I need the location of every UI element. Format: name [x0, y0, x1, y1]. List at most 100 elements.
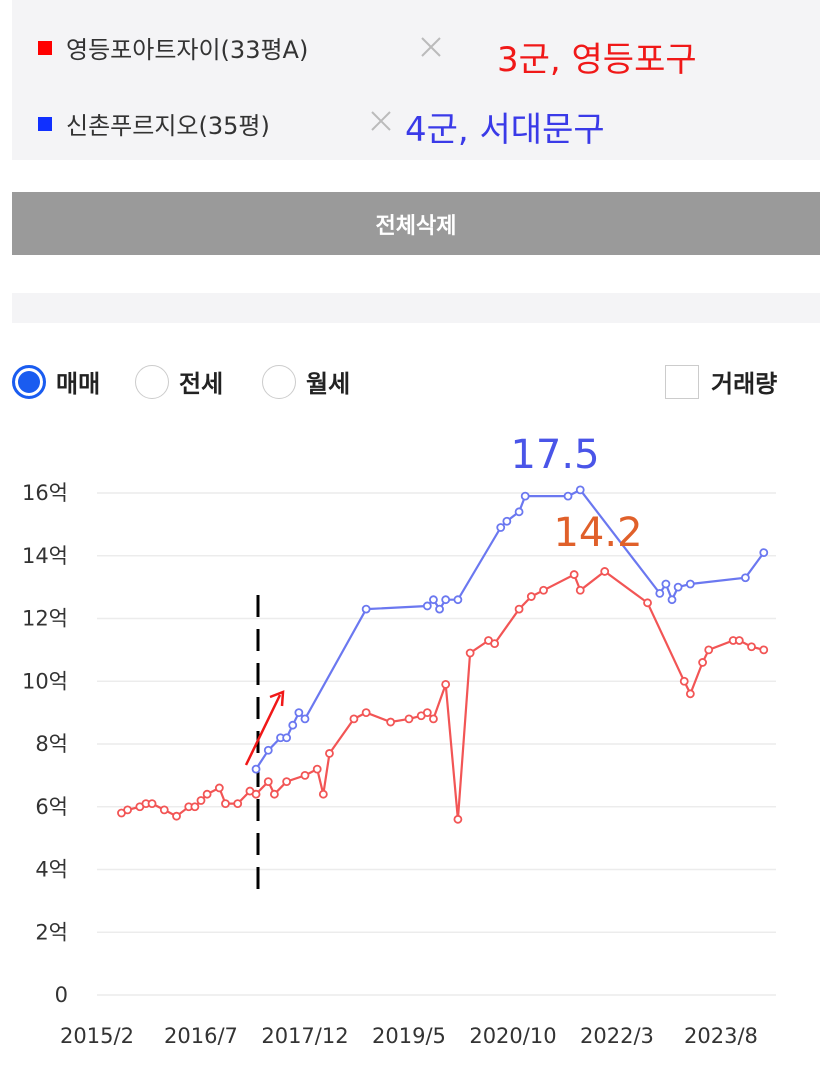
data-point	[190, 802, 200, 812]
y-tick-label: 0	[55, 983, 68, 1007]
x-tick-label: 2022/3	[580, 1024, 654, 1048]
legend-label: 신촌푸르지오(35평)	[66, 112, 270, 140]
data-point	[520, 491, 530, 501]
x-tick-label: 2020/10	[469, 1024, 556, 1048]
data-point	[643, 598, 652, 608]
data-point	[147, 799, 157, 809]
data-point	[741, 573, 750, 583]
data-point	[685, 689, 695, 699]
radio-option[interactable]: 매매	[12, 364, 100, 399]
x-tick-label: 2016/7	[164, 1024, 238, 1048]
checkbox-box[interactable]	[665, 364, 699, 399]
annotation: 14.2	[553, 510, 642, 556]
delete-all-button[interactable]: 전체삭제	[12, 192, 820, 255]
legend-item: 영등포아트자이(33평A)	[38, 30, 308, 65]
y-tick-label: 6억	[35, 795, 68, 819]
data-point	[196, 796, 206, 805]
legend-swatch	[38, 40, 52, 55]
x-tick-label: 2015/2	[60, 1024, 134, 1048]
data-point	[441, 679, 451, 689]
annotation: 17.5	[510, 432, 599, 478]
data-point	[422, 601, 432, 611]
y-tick-label: 10억	[22, 669, 68, 693]
data-point	[759, 548, 769, 558]
data-point	[435, 604, 444, 614]
data-point	[269, 789, 279, 799]
data-point	[404, 714, 414, 724]
data-point	[575, 585, 585, 595]
data-point	[496, 523, 506, 532]
data-point	[514, 604, 524, 614]
data-point	[214, 783, 224, 793]
data-point	[282, 733, 292, 743]
radio[interactable]	[135, 364, 169, 399]
radio[interactable]	[12, 364, 46, 399]
data-point	[569, 570, 579, 579]
data-point	[263, 777, 273, 787]
radio[interactable]	[262, 364, 296, 399]
legend-item: 신촌푸르지오(35평)	[38, 106, 270, 141]
data-point	[441, 595, 451, 605]
data-point	[563, 491, 573, 501]
data-point	[294, 708, 304, 718]
radio-label: 매매	[56, 370, 101, 398]
data-point	[361, 604, 371, 614]
data-point	[361, 708, 371, 718]
data-point	[288, 720, 298, 730]
chart: 0 2억 4억 6억 8억 10억 12억 14억 16억 2015/2 2016/7 2017/12…	[22, 432, 776, 1048]
compare-panel	[12, 0, 820, 160]
trend-arrow	[244, 690, 285, 766]
spacer	[12, 293, 820, 323]
data-point	[685, 579, 695, 589]
data-point	[600, 567, 610, 576]
data-point	[202, 789, 212, 799]
data-point	[300, 770, 310, 780]
y-tick-label: 16억	[22, 481, 68, 505]
checkbox[interactable]: 거래량	[665, 364, 777, 399]
radio-label: 월세	[306, 370, 351, 398]
data-point	[325, 749, 334, 758]
data-point	[233, 799, 243, 809]
data-point	[349, 714, 359, 724]
data-point	[123, 805, 132, 815]
data-point	[221, 799, 230, 809]
y-tick-label: 12억	[22, 607, 68, 631]
data-point	[429, 714, 438, 724]
data-point	[159, 805, 169, 815]
x-tick-label: 2017/12	[261, 1024, 348, 1048]
data-point	[282, 777, 292, 787]
y-tick-label: 4억	[35, 858, 68, 882]
y-tick-label: 14억	[22, 544, 68, 568]
data-point	[318, 789, 328, 799]
data-point	[704, 645, 714, 655]
data-point	[698, 658, 707, 667]
data-point	[251, 789, 261, 799]
data-point	[661, 579, 671, 589]
series-line	[255, 488, 765, 770]
data-point	[453, 595, 463, 605]
checkbox-label: 거래량	[711, 370, 778, 398]
data-point	[747, 642, 756, 652]
data-point	[172, 811, 181, 821]
data-point	[490, 639, 500, 648]
data-point	[539, 585, 548, 595]
data-point	[679, 676, 689, 686]
data-point	[575, 485, 585, 495]
data-point	[526, 592, 536, 601]
radio-option[interactable]: 월세	[262, 364, 350, 399]
data-point	[673, 582, 683, 592]
data-point	[667, 595, 677, 605]
data-point	[312, 764, 322, 774]
x-tick-label: 2023/8	[684, 1024, 758, 1048]
data-point	[429, 595, 438, 605]
data-point	[759, 645, 769, 655]
data-point	[386, 717, 396, 727]
legend-label: 영등포아트자이(33평A)	[66, 36, 309, 64]
data-point	[465, 648, 475, 658]
remove-icon[interactable]	[420, 36, 442, 58]
radio-option[interactable]: 전세	[135, 364, 223, 399]
y-tick-label: 2억	[35, 920, 68, 944]
data-point	[251, 764, 261, 774]
remove-icon[interactable]	[370, 110, 392, 132]
